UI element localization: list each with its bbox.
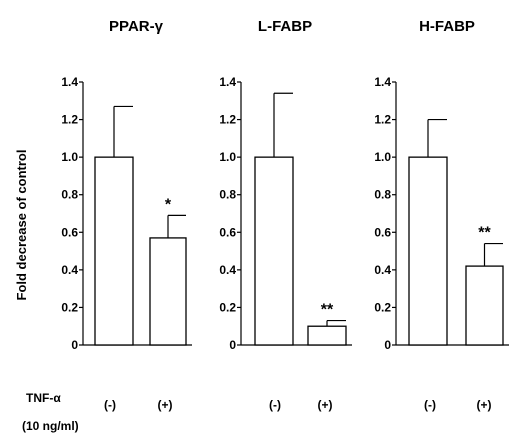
y-tick-label: 0	[384, 338, 391, 352]
y-tick-label: 0.8	[61, 188, 78, 202]
treatment-dose: (10 ng/ml)	[22, 419, 79, 433]
bar	[465, 265, 504, 346]
y-tick-label: 0.2	[219, 300, 236, 314]
significance-mark: **	[478, 225, 491, 242]
y-tick-label: 1.4	[61, 75, 78, 89]
y-tick-label: 1.2	[61, 113, 78, 127]
category-label: (+)	[158, 398, 173, 412]
category-label: (-)	[424, 398, 436, 412]
panel-title: L-FABP	[258, 18, 312, 35]
y-tick-label: 1.0	[374, 150, 391, 164]
y-tick-label: 1.0	[219, 150, 236, 164]
category-label: (+)	[477, 398, 492, 412]
y-tick-label: 0.4	[61, 263, 78, 277]
y-tick-label: 1.4	[374, 75, 391, 89]
y-tick-label: 0.6	[61, 225, 78, 239]
y-axis-label: Fold decrease of control	[14, 150, 29, 301]
y-tick-label: 1.2	[219, 113, 236, 127]
bar	[307, 325, 347, 346]
y-tick-label: 0	[229, 338, 236, 352]
category-label: (-)	[104, 398, 116, 412]
panel-title: PPAR-γ	[109, 18, 164, 35]
y-tick-label: 1.0	[61, 150, 78, 164]
bar	[149, 237, 187, 346]
panel-title: H-FABP	[419, 18, 475, 35]
bar	[254, 156, 294, 346]
panel-1: PPAR-γ 0 0.2 0.4 0.6 0.8 1.0 1.2 1.4 (-) * (+)	[61, 18, 192, 412]
category-label: (-)	[269, 398, 281, 412]
category-label: (+)	[318, 398, 333, 412]
y-tick-label: 0.2	[61, 300, 78, 314]
treatment-label: TNF-α	[26, 391, 61, 405]
y-tick-label: 0.4	[219, 263, 236, 277]
y-tick-label: 0.8	[219, 188, 236, 202]
bar	[94, 156, 134, 346]
y-tick-label: 0.6	[219, 225, 236, 239]
y-tick-label: 0.2	[374, 300, 391, 314]
significance-mark: **	[321, 302, 334, 319]
y-tick-label: 1.4	[219, 75, 236, 89]
panel-2: L-FABP 0 0.2 0.4 0.6 0.8 1.0 1.2 1.4 (-) ** (+)	[219, 18, 352, 412]
y-tick-label: 0	[71, 338, 78, 352]
y-tick-label: 1.2	[374, 113, 391, 127]
significance-mark: *	[165, 196, 172, 213]
panel-3: H-FABP 0 0.2 0.4 0.6 0.8 1.0 1.2 1.4 (-) ** (+)	[374, 18, 509, 412]
y-tick-label: 0.4	[374, 263, 391, 277]
bar	[408, 156, 448, 346]
y-tick-label: 0.8	[374, 188, 391, 202]
y-tick-label: 0.6	[374, 225, 391, 239]
